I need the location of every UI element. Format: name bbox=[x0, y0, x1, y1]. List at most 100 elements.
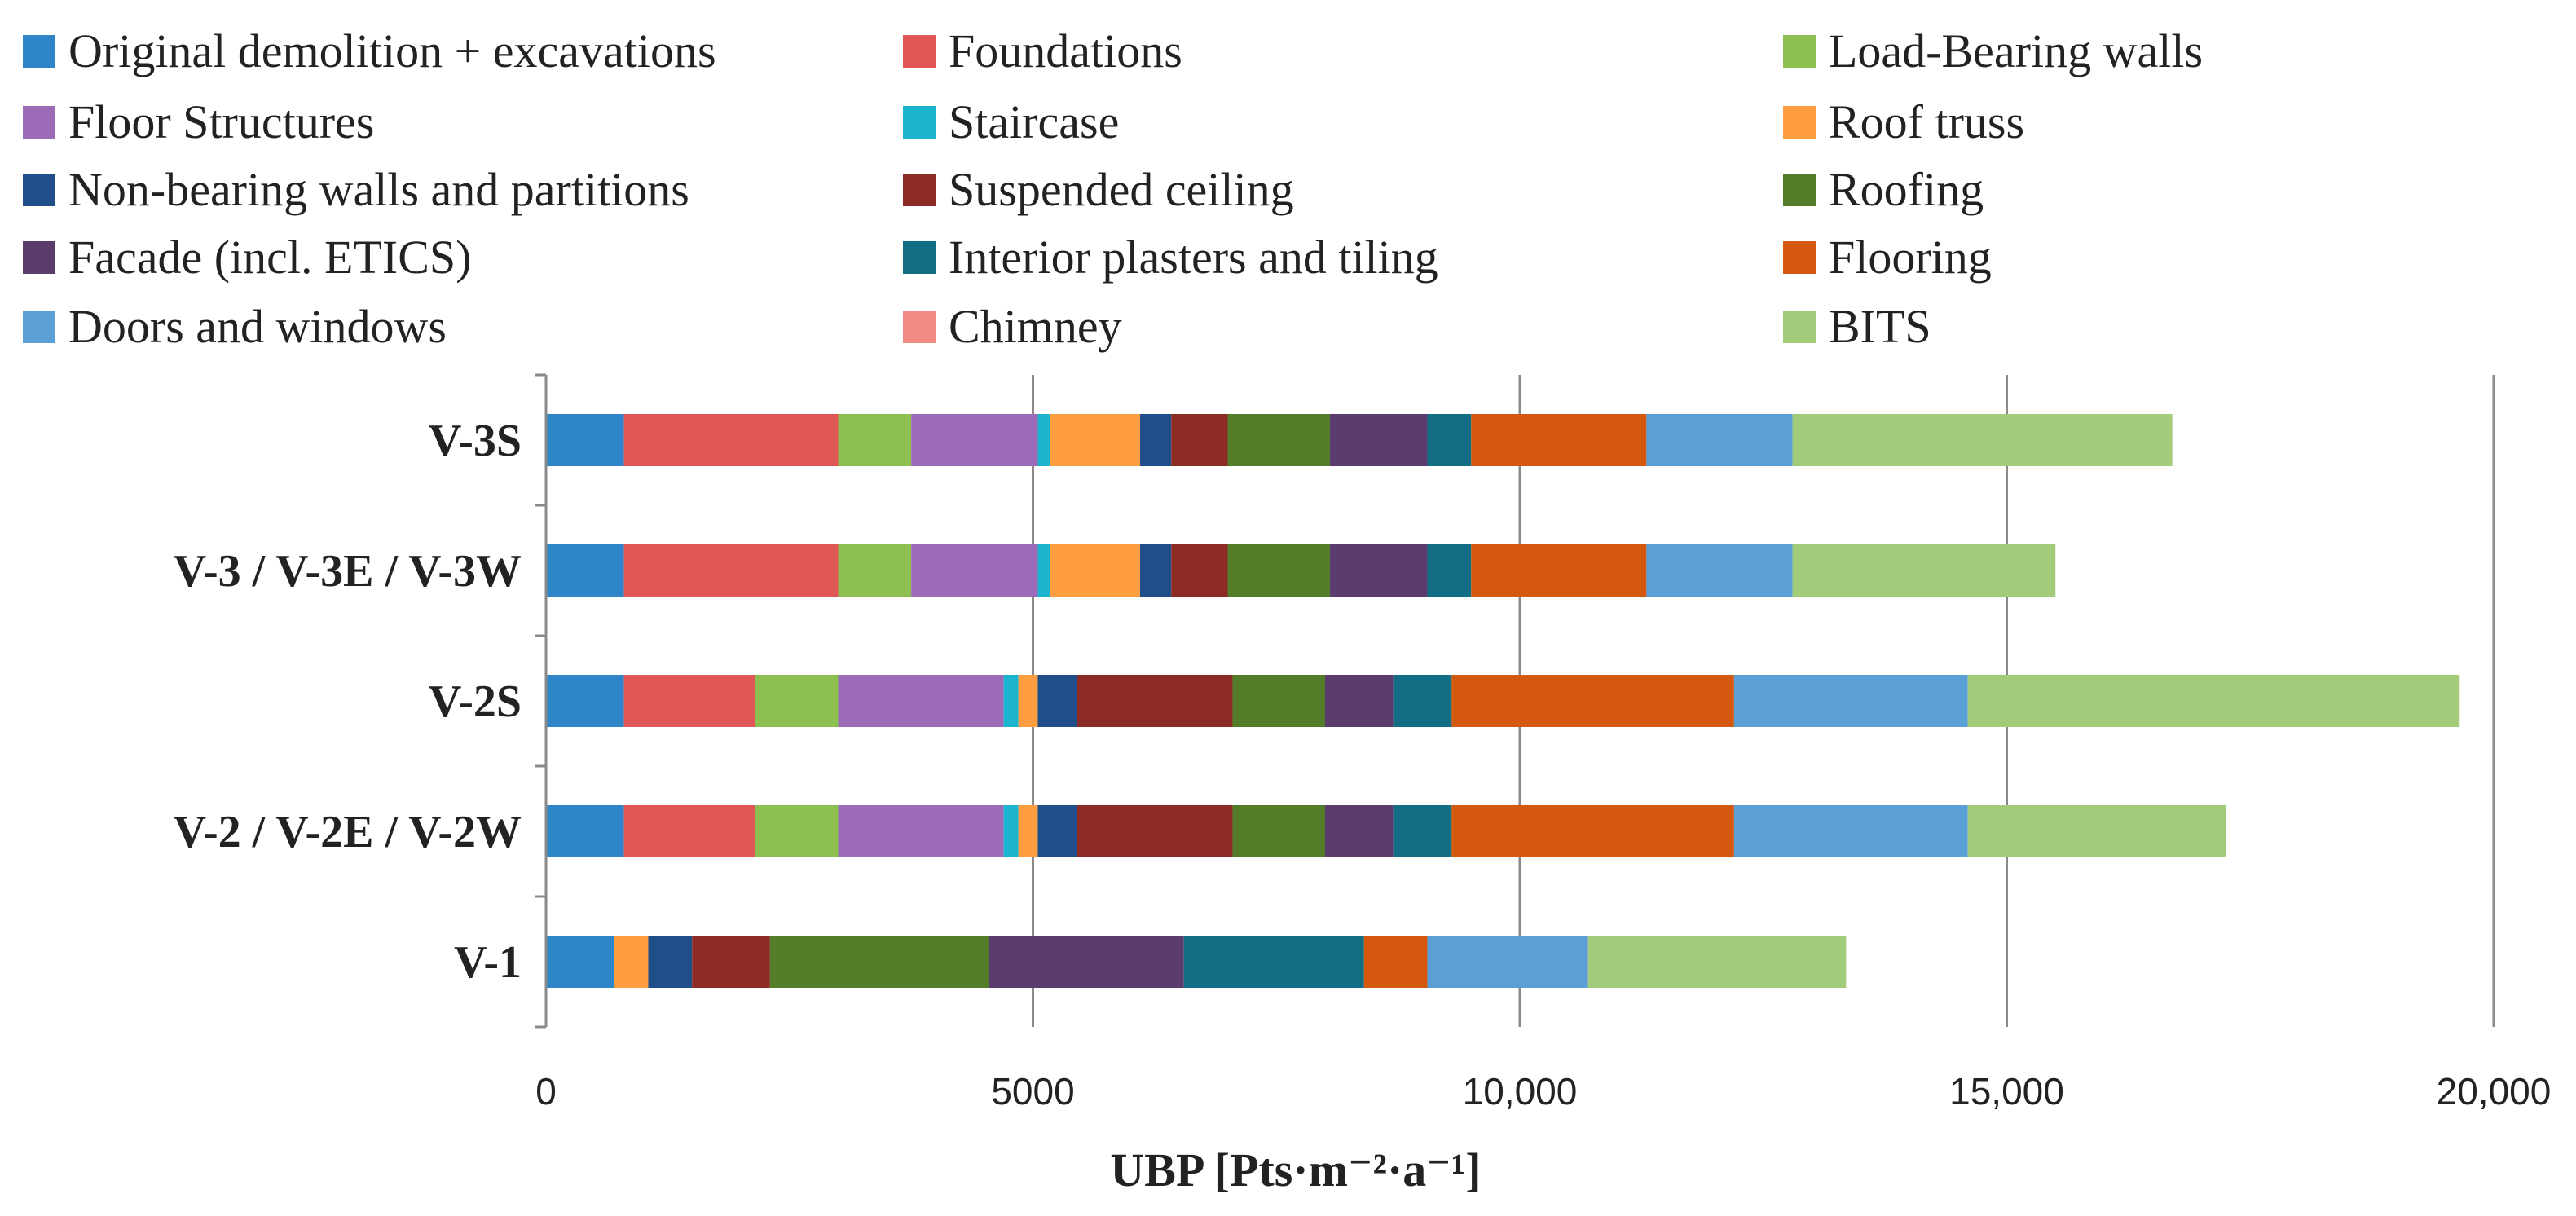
bar-segment-v-2s-foundations bbox=[623, 675, 755, 727]
bar-segment-v-2s-non-bearing-walls-and-partitions bbox=[1037, 675, 1077, 727]
legend-swatch-floor-structures bbox=[23, 106, 55, 139]
legend-swatch-doors-and-windows bbox=[23, 311, 55, 343]
axis-layer: 0 5000 10,000 15,000 20,000 V-3S V-3 / V-3E / … bbox=[174, 373, 2552, 1112]
bar-segment-v-1-flooring bbox=[1363, 936, 1428, 988]
legend-label-non-bearing-walls-and-partitions: Non-bearing walls and partitions bbox=[68, 163, 689, 216]
bar-segment-v-1-roof-truss bbox=[614, 936, 649, 988]
bar-segment-v-3-v-3e-v-3w-original-demolition-excavations bbox=[546, 544, 624, 597]
bar-segment-v-3s-foundations bbox=[623, 414, 839, 466]
legend-swatch-foundations bbox=[903, 35, 936, 68]
bar-segment-v-3-v-3e-v-3w-bits bbox=[1792, 544, 2056, 597]
legend-swatch-chimney bbox=[903, 311, 936, 343]
x-axis-title: UBP [Pts·m⁻²·a⁻¹] bbox=[1110, 1143, 1481, 1196]
x-tick-label: 10,000 bbox=[1463, 1070, 1578, 1112]
x-tick-label: 20,000 bbox=[2437, 1070, 2552, 1112]
bar-segment-v-3s-flooring bbox=[1471, 414, 1647, 466]
bar-segment-v-2s-roofing bbox=[1232, 675, 1325, 727]
legend-label-roof-truss: Roof truss bbox=[1829, 95, 2024, 148]
bar-segment-v-2s-roof-truss bbox=[1018, 675, 1038, 727]
bar-segment-v-2-v-2e-v-2w-doors-and-windows bbox=[1733, 805, 1968, 857]
legend-label-staircase: Staircase bbox=[949, 95, 1119, 148]
x-tick-label: 5000 bbox=[991, 1070, 1074, 1112]
legend-label-facade-incl-etics: Facade (incl. ETICS) bbox=[68, 231, 471, 284]
bar-segment-v-2s-original-demolition-excavations bbox=[546, 675, 624, 727]
legend-swatch-load-bearing-walls bbox=[1783, 35, 1816, 68]
legend-swatch-bits bbox=[1783, 311, 1816, 343]
legend-label-interior-plasters-and-tiling: Interior plasters and tiling bbox=[949, 231, 1438, 284]
legend-swatch-original-demolition-excavations bbox=[23, 35, 55, 68]
legend-swatch-roofing bbox=[1783, 174, 1816, 206]
bar-segment-v-3-v-3e-v-3w-doors-and-windows bbox=[1646, 544, 1793, 597]
bar-segment-v-2s-interior-plasters-and-tiling bbox=[1393, 675, 1452, 727]
legend-label-original-demolition-excavations: Original demolition + excavations bbox=[68, 24, 716, 77]
category-label-v-2s: V-2S bbox=[429, 676, 522, 727]
bar-segment-v-3s-facade-incl-etics bbox=[1329, 414, 1428, 466]
legend-swatch-flooring bbox=[1783, 241, 1816, 274]
bar-segment-v-3-v-3e-v-3w-staircase bbox=[1037, 544, 1051, 597]
bar-segment-v-2s-flooring bbox=[1451, 675, 1734, 727]
bar-segment-v-3-v-3e-v-3w-roofing bbox=[1227, 544, 1330, 597]
bar-segment-v-2s-staircase bbox=[1003, 675, 1019, 727]
bar-segment-v-1-original-demolition-excavations bbox=[546, 936, 614, 988]
legend-swatch-roof-truss bbox=[1783, 106, 1816, 139]
category-label-v-2-v-2e-v-2w: V-2 / V-2E / V-2W bbox=[174, 807, 522, 857]
bar-segment-v-1-bits bbox=[1587, 936, 1847, 988]
bar-segment-v-3s-suspended-ceiling bbox=[1171, 414, 1228, 466]
bar-segment-v-3-v-3e-v-3w-non-bearing-walls-and-partitions bbox=[1139, 544, 1172, 597]
x-tick-label: 15,000 bbox=[1949, 1070, 2064, 1112]
bar-segment-v-1-doors-and-windows bbox=[1427, 936, 1588, 988]
bar-segment-v-2-v-2e-v-2w-floor-structures bbox=[838, 805, 1004, 857]
bar-segment-v-3-v-3e-v-3w-flooring bbox=[1471, 544, 1647, 597]
bar-segment-v-2-v-2e-v-2w-interior-plasters-and-tiling bbox=[1393, 805, 1452, 857]
legend: Original demolition + excavations Foundat… bbox=[23, 24, 2203, 353]
bar-segment-v-3s-staircase bbox=[1037, 414, 1051, 466]
bar-segment-v-3s-load-bearing-walls bbox=[838, 414, 912, 466]
bars-layer bbox=[546, 414, 2460, 988]
x-tick-label: 0 bbox=[535, 1070, 557, 1112]
bar-segment-v-2-v-2e-v-2w-staircase bbox=[1003, 805, 1019, 857]
category-label-v-3s: V-3S bbox=[429, 416, 522, 466]
legend-label-suspended-ceiling: Suspended ceiling bbox=[949, 163, 1294, 216]
bar-segment-v-3s-roofing bbox=[1227, 414, 1330, 466]
bar-segment-v-2-v-2e-v-2w-load-bearing-walls bbox=[755, 805, 839, 857]
bar-segment-v-3-v-3e-v-3w-foundations bbox=[623, 544, 839, 597]
bar-segment-v-2-v-2e-v-2w-foundations bbox=[623, 805, 755, 857]
bar-segment-v-2-v-2e-v-2w-roofing bbox=[1232, 805, 1325, 857]
legend-swatch-interior-plasters-and-tiling bbox=[903, 241, 936, 274]
category-label-v-3-v-3e-v-3w: V-3 / V-3E / V-3W bbox=[174, 546, 522, 597]
bar-segment-v-3s-bits bbox=[1792, 414, 2173, 466]
bar-segment-v-1-roofing bbox=[769, 936, 989, 988]
bar-segment-v-1-interior-plasters-and-tiling bbox=[1183, 936, 1364, 988]
bar-segment-v-2s-floor-structures bbox=[838, 675, 1004, 727]
bar-segment-v-2s-doors-and-windows bbox=[1733, 675, 1968, 727]
bar-segment-v-3-v-3e-v-3w-facade-incl-etics bbox=[1329, 544, 1428, 597]
bar-segment-v-3s-roof-truss bbox=[1050, 414, 1140, 466]
bar-segment-v-2-v-2e-v-2w-non-bearing-walls-and-partitions bbox=[1037, 805, 1077, 857]
legend-swatch-suspended-ceiling bbox=[903, 174, 936, 206]
legend-label-flooring: Flooring bbox=[1829, 231, 1992, 284]
bar-segment-v-2-v-2e-v-2w-roof-truss bbox=[1018, 805, 1038, 857]
bar-segment-v-2-v-2e-v-2w-suspended-ceiling bbox=[1077, 805, 1233, 857]
legend-label-floor-structures: Floor Structures bbox=[68, 95, 374, 148]
legend-label-doors-and-windows: Doors and windows bbox=[68, 300, 447, 353]
category-label-v-1: V-1 bbox=[454, 937, 522, 988]
bar-segment-v-2-v-2e-v-2w-facade-incl-etics bbox=[1325, 805, 1394, 857]
bar-segment-v-1-non-bearing-walls-and-partitions bbox=[648, 936, 693, 988]
bar-segment-v-2s-bits bbox=[1967, 675, 2460, 727]
bar-segment-v-2s-facade-incl-etics bbox=[1325, 675, 1394, 727]
bar-segment-v-3-v-3e-v-3w-roof-truss bbox=[1050, 544, 1140, 597]
legend-label-foundations: Foundations bbox=[949, 24, 1182, 77]
legend-swatch-non-bearing-walls-and-partitions bbox=[23, 174, 55, 206]
bar-segment-v-1-facade-incl-etics bbox=[989, 936, 1184, 988]
bar-segment-v-2-v-2e-v-2w-flooring bbox=[1451, 805, 1734, 857]
legend-swatch-staircase bbox=[903, 106, 936, 139]
legend-label-load-bearing-walls: Load-Bearing walls bbox=[1829, 24, 2203, 77]
bar-segment-v-3-v-3e-v-3w-suspended-ceiling bbox=[1171, 544, 1228, 597]
bar-segment-v-2-v-2e-v-2w-original-demolition-excavations bbox=[546, 805, 624, 857]
bar-segment-v-3-v-3e-v-3w-interior-plasters-and-tiling bbox=[1427, 544, 1472, 597]
legend-label-roofing: Roofing bbox=[1829, 163, 1984, 216]
bar-segment-v-3s-doors-and-windows bbox=[1646, 414, 1793, 466]
bar-segment-v-3-v-3e-v-3w-floor-structures bbox=[911, 544, 1038, 597]
